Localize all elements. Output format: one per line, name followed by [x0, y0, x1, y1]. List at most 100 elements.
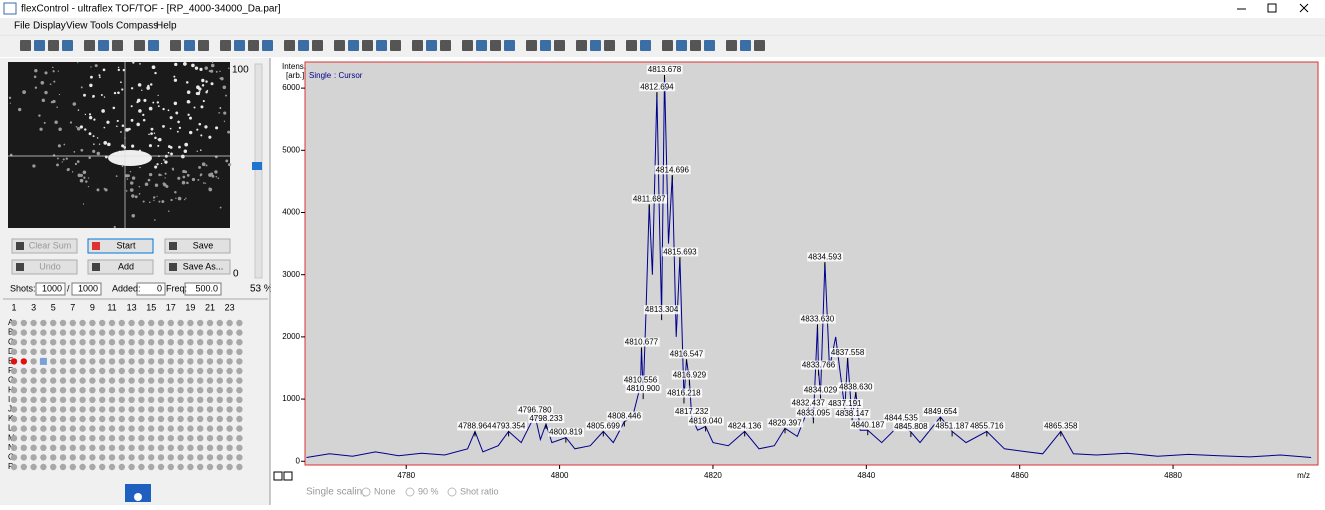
spot[interactable]: [99, 377, 106, 384]
input[interactable]: [35, 282, 66, 296]
spot[interactable]: [167, 435, 174, 442]
spot[interactable]: [50, 425, 57, 432]
spot[interactable]: [79, 463, 86, 471]
spot[interactable]: [118, 358, 126, 365]
spot[interactable]: [40, 348, 47, 355]
spot[interactable]: [30, 425, 37, 432]
checkbox[interactable]: [283, 471, 293, 481]
tool-icon[interactable]: [362, 40, 373, 51]
spot[interactable]: [226, 387, 233, 394]
spot[interactable]: [226, 454, 233, 461]
spot[interactable]: [99, 406, 106, 413]
spot[interactable]: [59, 444, 67, 451]
spot[interactable]: [79, 454, 86, 461]
spot[interactable]: [108, 396, 116, 403]
spot[interactable]: [108, 444, 116, 451]
spot[interactable]: [206, 396, 214, 403]
tool-icon[interactable]: [490, 40, 501, 51]
spot[interactable]: [108, 406, 116, 413]
spot[interactable]: [138, 387, 145, 394]
spot[interactable]: [128, 425, 135, 432]
tool-icon[interactable]: [440, 40, 451, 51]
spot[interactable]: [138, 348, 145, 355]
spot[interactable]: [50, 415, 57, 423]
spot[interactable]: [177, 358, 184, 365]
spot[interactable]: [20, 406, 27, 413]
spot[interactable]: [177, 406, 184, 413]
spot[interactable]: [216, 396, 223, 403]
spot[interactable]: [206, 358, 214, 365]
spot[interactable]: [99, 454, 106, 461]
spot[interactable]: [226, 415, 233, 423]
spot[interactable]: [79, 367, 86, 375]
spot[interactable]: [50, 435, 57, 442]
spot[interactable]: [30, 348, 37, 355]
spot[interactable]: [138, 339, 145, 346]
spot[interactable]: [30, 406, 37, 413]
spot[interactable]: [40, 377, 47, 384]
tool-icon[interactable]: [262, 40, 273, 51]
spot[interactable]: [40, 425, 47, 432]
spot[interactable]: [79, 319, 86, 327]
spot[interactable]: [226, 406, 233, 413]
spot[interactable]: [20, 415, 27, 423]
spot[interactable]: [197, 367, 204, 375]
spot[interactable]: [10, 425, 18, 432]
spot[interactable]: [59, 377, 67, 384]
spot[interactable]: [236, 454, 243, 461]
tool-icon[interactable]: [134, 40, 145, 51]
spot[interactable]: [157, 396, 165, 403]
tool-icon[interactable]: [298, 40, 309, 51]
tool-icon[interactable]: [754, 40, 765, 51]
spot[interactable]: [177, 444, 184, 451]
spot[interactable]: [226, 425, 233, 432]
spot[interactable]: [108, 387, 116, 394]
spot[interactable]: [79, 396, 86, 403]
spot[interactable]: [10, 406, 18, 413]
spot[interactable]: [99, 425, 106, 432]
tool-icon[interactable]: [20, 40, 31, 51]
tool-icon[interactable]: [62, 40, 73, 51]
spot[interactable]: [157, 358, 165, 365]
spot[interactable]: [69, 329, 77, 336]
spot[interactable]: [50, 463, 57, 471]
input[interactable]: [136, 282, 166, 296]
tool-icon[interactable]: [526, 40, 537, 51]
spot[interactable]: [30, 454, 37, 461]
spot[interactable]: [216, 463, 223, 471]
spot[interactable]: [187, 329, 194, 336]
spot[interactable]: [30, 435, 37, 442]
spot[interactable]: [79, 415, 86, 423]
tool-icon[interactable]: [98, 40, 109, 51]
button[interactable]: [87, 259, 154, 275]
button[interactable]: [11, 238, 78, 254]
spot[interactable]: [187, 425, 194, 432]
spot[interactable]: [236, 396, 243, 403]
spot[interactable]: [118, 435, 126, 442]
spot[interactable]: [10, 454, 18, 461]
spot[interactable]: [118, 348, 126, 355]
spot[interactable]: [89, 358, 96, 365]
spot[interactable]: [167, 454, 174, 461]
spot[interactable]: [216, 435, 223, 442]
spot[interactable]: [128, 415, 135, 423]
close[interactable]: [1299, 3, 1309, 13]
spot[interactable]: [226, 435, 233, 442]
button-label[interactable]: Save: [193, 240, 214, 250]
spot[interactable]: [30, 358, 37, 365]
spot[interactable]: [89, 329, 96, 336]
spot[interactable]: [148, 396, 155, 403]
spot[interactable]: [79, 425, 86, 432]
spot[interactable]: [20, 444, 27, 451]
spot[interactable]: [187, 396, 194, 403]
spot[interactable]: [89, 319, 96, 327]
spot[interactable]: [187, 435, 194, 442]
spot[interactable]: [236, 339, 243, 346]
tool-icon[interactable]: [284, 40, 295, 51]
spot[interactable]: [216, 425, 223, 432]
spot[interactable]: [89, 454, 96, 461]
spot[interactable]: [69, 435, 77, 442]
spot[interactable]: [30, 396, 37, 403]
spot[interactable]: [216, 367, 223, 375]
spot[interactable]: [167, 406, 174, 413]
